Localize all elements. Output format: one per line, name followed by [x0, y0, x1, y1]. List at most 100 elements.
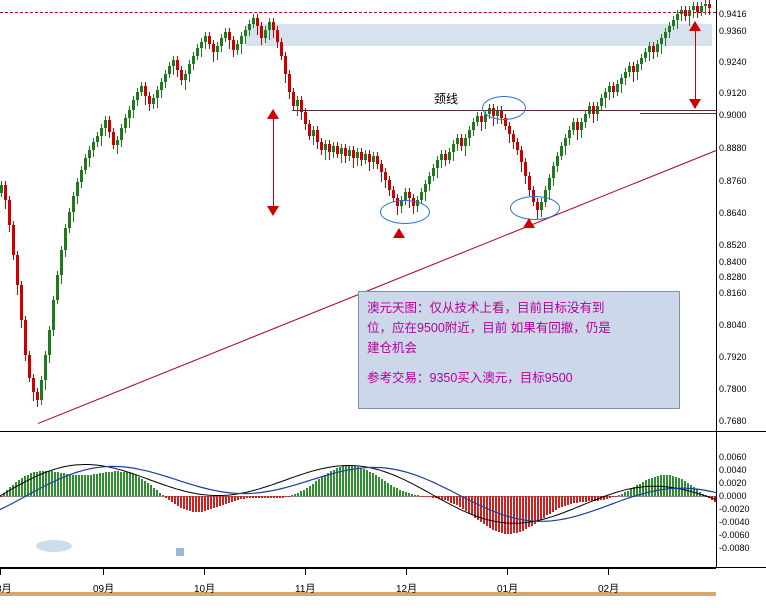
candle [32, 374, 35, 401]
macd-histogram-bar [186, 496, 188, 511]
macd-histogram-bar [81, 475, 83, 496]
macd-histogram-bar [108, 471, 110, 496]
candle [92, 138, 95, 157]
macd-lines [0, 464, 716, 524]
candle-body [0, 185, 3, 193]
candle [72, 192, 75, 222]
candle-body [8, 200, 11, 225]
macd-histogram-bar [576, 496, 578, 503]
candle-body [460, 138, 463, 146]
macd-histogram-bar [27, 474, 29, 496]
macd-histogram-bar [21, 477, 23, 496]
candle-body [72, 196, 75, 212]
candle-body [336, 146, 339, 154]
time-axis-tick [0, 569, 1, 575]
macd-histogram-bar [393, 486, 395, 496]
candle-body [64, 228, 67, 250]
macd-histogram-bar [18, 480, 20, 496]
candle [124, 114, 127, 133]
macd-histogram-bar [240, 496, 242, 500]
indicator-axis-tick: 0.0040 [719, 465, 747, 475]
macd-histogram-bar [141, 478, 143, 496]
candle-body [248, 24, 251, 30]
macd-histogram-bar [456, 496, 458, 506]
candle [708, 0, 711, 15]
macd-histogram-bar [459, 496, 461, 508]
macd-histogram-bar [117, 471, 119, 496]
macd-histogram-bar [237, 496, 239, 500]
candle [148, 92, 151, 111]
candle-body [316, 130, 319, 142]
candle [580, 118, 583, 138]
candle [292, 88, 295, 111]
macd-histogram-bar [285, 496, 287, 498]
candle [644, 48, 647, 62]
candle [220, 34, 223, 52]
candle-body [420, 192, 423, 200]
note-line: 位，应在9500附近，目前 如果有回撤，仍是 [367, 321, 611, 335]
candle [236, 40, 239, 55]
candle [152, 94, 155, 109]
candle [648, 42, 651, 61]
candle [660, 34, 663, 54]
candle-body [632, 66, 635, 72]
macd-histogram-bar [606, 496, 608, 500]
candle-body [524, 162, 527, 176]
candle-wick [693, 2, 694, 18]
candle-body [344, 148, 347, 156]
macd-histogram-bar [183, 496, 185, 510]
time-axis-tick [305, 569, 306, 575]
candle-body [12, 225, 15, 255]
macd-histogram-bar [333, 469, 335, 496]
candle [240, 32, 243, 54]
candle-body [552, 166, 555, 178]
macd-histogram-bar [219, 496, 221, 507]
neckline-test-circle [482, 96, 526, 120]
macd-histogram-bar [474, 496, 476, 518]
candle [632, 62, 635, 82]
candle-wick [689, 6, 690, 26]
candle-body [92, 142, 95, 150]
candle-body [516, 142, 519, 150]
macd-histogram-bar [324, 475, 326, 496]
macd-histogram-bar [426, 496, 428, 497]
candle-body [668, 26, 671, 32]
candle-body [476, 116, 479, 122]
macd-histogram-bar [99, 473, 101, 496]
candle-body [664, 32, 667, 38]
candle [56, 271, 59, 304]
price-panel: 颈线 澳元天图：仅从技术上看，目前目标没有到 位，应在9500附近，目前 如果有回撤… [0, 0, 766, 432]
candle [472, 118, 475, 136]
macd-histogram-bar [57, 472, 59, 496]
candle-wick [325, 140, 326, 160]
macd-histogram-bar [558, 496, 560, 509]
macd-histogram-bar [663, 474, 665, 496]
candle-body [292, 92, 295, 106]
candle [80, 166, 83, 188]
candle [260, 22, 263, 45]
candle [120, 124, 123, 147]
candle [556, 152, 559, 172]
macd-histogram-bar [246, 496, 248, 499]
macd-histogram-bar [51, 471, 53, 496]
candle-body [512, 134, 515, 142]
candle [684, 6, 687, 21]
candle [456, 134, 459, 151]
macd-histogram-bar [465, 496, 467, 512]
candle [560, 142, 563, 160]
candle [268, 18, 271, 40]
macd-histogram-bar [687, 483, 689, 496]
time-axis-tick [103, 569, 104, 575]
candle-body [376, 156, 379, 164]
macd-histogram-bar [666, 474, 668, 496]
macd-histogram-bar [540, 496, 542, 520]
macd-histogram-bar [672, 475, 674, 496]
macd-histogram-bar [564, 496, 566, 506]
indicator-axis: 0.0060 0.0040 0.0020 0.0000 -0.0020 -0.0040 -0… [716, 432, 766, 567]
candle [628, 62, 631, 77]
macd-histogram-bar [339, 467, 341, 496]
time-axis-tick [406, 569, 407, 575]
candle-body [340, 148, 343, 154]
candle-body [584, 114, 587, 122]
candle-body [328, 144, 331, 152]
